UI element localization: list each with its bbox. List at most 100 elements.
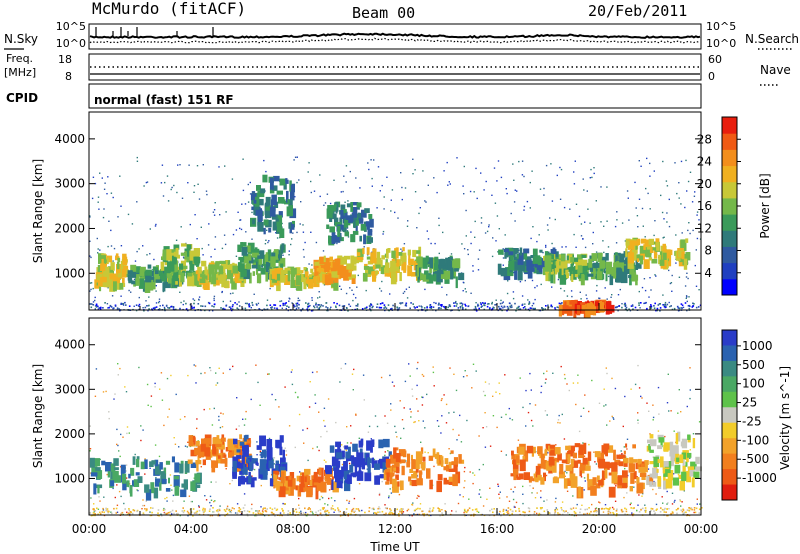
ground-scatter <box>106 508 109 510</box>
scatter-echo <box>380 290 383 292</box>
ground-scatter <box>509 508 512 511</box>
echo-cell <box>300 273 304 283</box>
scatter-echo <box>99 249 101 251</box>
echo-cell <box>653 249 658 259</box>
scatter-echo <box>267 373 269 375</box>
scatter-echo <box>268 240 270 242</box>
scatter-echo <box>98 496 100 498</box>
scatter-echo <box>134 260 137 262</box>
x-tick-label: 00:00 <box>684 522 719 536</box>
cpid-label: CPID <box>6 91 38 105</box>
echo-cell <box>256 273 262 284</box>
echo-cell <box>549 447 556 456</box>
scatter-echo <box>309 381 311 383</box>
scatter-echo <box>561 501 564 503</box>
scatter-echo <box>488 224 490 226</box>
ground-scatter <box>483 302 485 305</box>
scatter-echo <box>491 301 493 304</box>
ground-scatter <box>697 306 700 308</box>
echo-cell <box>203 438 211 445</box>
echo-cell <box>363 234 367 245</box>
scatter-echo <box>341 463 344 466</box>
echo-cell <box>586 459 590 466</box>
scatter-echo <box>345 292 348 295</box>
ground-scatter <box>155 306 158 308</box>
scatter-echo <box>590 168 592 171</box>
echo-cell <box>247 242 255 254</box>
echo-cell <box>276 440 282 449</box>
scatter-echo <box>373 508 375 511</box>
echo-cell <box>327 478 332 485</box>
scatter-echo <box>538 234 540 236</box>
echo-cell <box>589 255 593 261</box>
echo-cell <box>278 486 286 498</box>
echo-cell <box>232 265 239 274</box>
ground-scatter <box>481 305 483 307</box>
ground-scatter <box>232 304 234 306</box>
scatter-echo <box>302 231 305 233</box>
scatter-echo <box>219 514 221 517</box>
echo-cell <box>553 273 556 284</box>
scatter-echo <box>625 508 628 510</box>
ground-scatter <box>565 510 567 512</box>
ground-scatter <box>660 507 662 509</box>
colorbar-cell <box>722 278 737 296</box>
echo-cell <box>117 266 121 274</box>
ground-scatter <box>659 303 661 305</box>
scatter-echo <box>477 511 480 513</box>
scatter-echo <box>449 183 451 185</box>
scatter-echo <box>214 202 216 204</box>
scatter-echo <box>186 446 188 448</box>
scatter-echo <box>383 196 385 198</box>
echo-cell <box>613 449 616 461</box>
echo-cell <box>436 275 443 283</box>
scatter-echo <box>203 408 205 411</box>
scatter-echo <box>120 433 122 436</box>
ground-scatter <box>400 508 403 510</box>
ground-scatter <box>148 304 150 307</box>
echo-cell <box>186 253 191 263</box>
scatter-echo <box>545 246 547 248</box>
echo-cell <box>259 435 266 447</box>
ground-scatter <box>584 508 586 511</box>
echo-cell <box>519 247 523 257</box>
scatter-echo <box>566 295 569 297</box>
scatter-echo <box>655 275 657 277</box>
ground-scatter <box>231 305 234 308</box>
scatter-echo <box>117 374 119 376</box>
echo-cell <box>544 251 548 257</box>
echo-cell <box>258 210 263 222</box>
ground-scatter <box>692 302 694 305</box>
echo-cell <box>516 253 520 265</box>
echo-cell <box>100 277 107 283</box>
scatter-echo <box>171 513 173 515</box>
scatter-echo <box>230 511 232 514</box>
ground-scatter <box>609 512 612 514</box>
scatter-echo <box>145 500 147 502</box>
scatter-echo <box>164 497 166 500</box>
echo-cell <box>305 279 313 284</box>
ground-scatter <box>549 512 551 514</box>
scatter-echo <box>339 510 341 513</box>
scatter-echo <box>288 300 290 302</box>
echo-cell <box>587 451 592 461</box>
scatter-echo <box>641 495 643 497</box>
scatter-echo <box>319 296 321 298</box>
noise-search-line <box>89 37 701 44</box>
echo-cell <box>587 273 594 277</box>
scatter-echo <box>405 460 407 462</box>
ground-scatter <box>692 305 695 307</box>
scatter-echo <box>194 365 197 367</box>
echo-cell <box>246 459 250 463</box>
ground-scatter <box>640 509 642 511</box>
echo-cell <box>271 214 279 220</box>
scatter-echo <box>97 508 100 510</box>
ground-scatter <box>302 512 305 514</box>
ground-scatter <box>152 307 155 309</box>
echo-cell <box>327 205 334 214</box>
echo-cell <box>357 212 363 224</box>
ground-scatter <box>326 509 329 512</box>
scatter-echo <box>99 500 101 502</box>
scatter-echo <box>317 297 319 299</box>
echo-cell <box>394 462 398 473</box>
